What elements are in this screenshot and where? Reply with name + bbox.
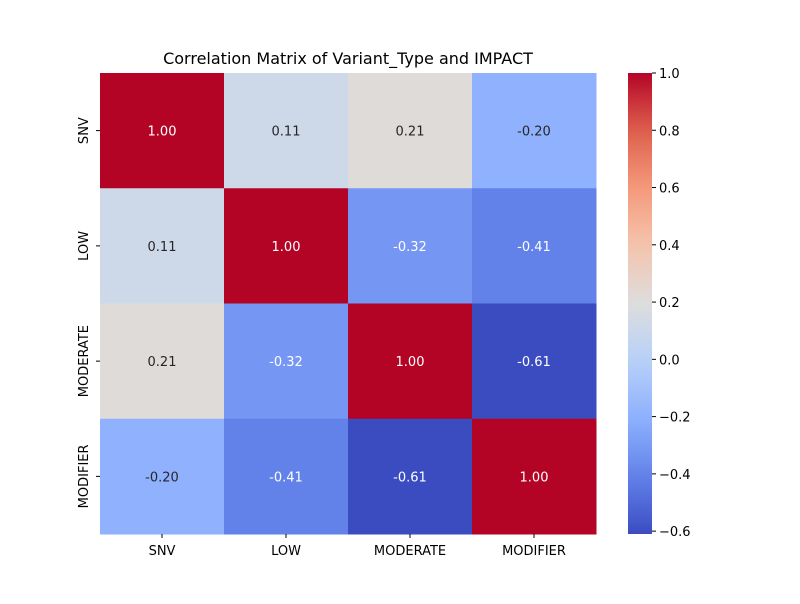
heatmap-cell bbox=[100, 188, 225, 304]
colorbar-tick-label: 0.2 bbox=[659, 296, 680, 311]
x-tick-label: SNV bbox=[149, 544, 176, 559]
x-axis: SNV LOW MODERATE MODIFIER bbox=[149, 534, 566, 559]
colorbar-tick-label: 0.0 bbox=[659, 353, 680, 368]
cell-value-label: -0.20 bbox=[517, 125, 551, 140]
heatmap-cell bbox=[472, 303, 597, 420]
cell-value-label: 1.00 bbox=[520, 470, 549, 485]
colorbar: 1.0 0.8 0.6 0.4 0.2 0.0 −0.2 −0.4 −0.6 bbox=[628, 67, 691, 540]
colorbar-gradient bbox=[628, 73, 652, 534]
heatmap-cell bbox=[224, 303, 349, 420]
heatmap-cell bbox=[224, 418, 349, 535]
x-tick-label: LOW bbox=[271, 544, 301, 559]
heatmap-cell bbox=[224, 188, 349, 304]
x-tick-label: MODERATE bbox=[374, 544, 446, 559]
y-axis: SNV LOW MODERATE MODIFIER bbox=[77, 117, 100, 508]
cell-value-label: -0.41 bbox=[269, 470, 303, 485]
heatmap-cell bbox=[348, 303, 473, 420]
heatmap-cell bbox=[348, 73, 473, 189]
heatmap-cell bbox=[348, 188, 473, 304]
y-tick-label: MODIFIER bbox=[77, 444, 92, 508]
cell-value-label: 0.11 bbox=[148, 240, 177, 255]
x-tick-label: MODIFIER bbox=[502, 544, 566, 559]
colorbar-tick-label: 1.0 bbox=[659, 67, 680, 82]
cell-value-label: -0.41 bbox=[517, 240, 551, 255]
heatmap-cell bbox=[100, 73, 225, 189]
y-tick-label: SNV bbox=[77, 117, 92, 144]
heatmap-cell bbox=[100, 303, 225, 420]
cell-value-label: -0.32 bbox=[269, 355, 303, 370]
heatmap-cell bbox=[472, 418, 597, 535]
colorbar-tick-label: −0.2 bbox=[659, 411, 691, 426]
colorbar-tick-label: 0.8 bbox=[659, 124, 680, 139]
heatmap-cell-labels: 1.00 0.11 0.21 -0.20 0.11 1.00 -0.32 -0.41 0.21 -… bbox=[145, 125, 551, 486]
colorbar-tick-label: −0.4 bbox=[659, 468, 691, 483]
cell-value-label: -0.61 bbox=[393, 470, 427, 485]
heatmap-cell bbox=[472, 188, 597, 304]
cell-value-label: -0.32 bbox=[393, 240, 427, 255]
cell-value-label: -0.61 bbox=[517, 355, 551, 370]
colorbar-tick-label: 0.6 bbox=[659, 182, 680, 197]
cell-value-label: 0.11 bbox=[272, 125, 301, 140]
heatmap-cells bbox=[100, 73, 597, 535]
cell-value-label: 0.21 bbox=[148, 355, 177, 370]
colorbar-tick-label: 0.4 bbox=[659, 239, 680, 254]
y-tick-label: MODERATE bbox=[77, 325, 92, 397]
cell-value-label: 1.00 bbox=[396, 355, 425, 370]
cell-value-label: -0.20 bbox=[145, 470, 179, 485]
colorbar-tick-label: −0.6 bbox=[659, 525, 691, 540]
heatmap-cell bbox=[224, 73, 349, 189]
y-tick-label: LOW bbox=[77, 231, 92, 261]
heatmap-cell bbox=[348, 418, 473, 535]
chart-title: Correlation Matrix of Variant_Type and I… bbox=[163, 49, 533, 69]
heatmap-cell bbox=[100, 418, 225, 535]
cell-value-label: 0.21 bbox=[396, 125, 425, 140]
heatmap-cell bbox=[472, 73, 597, 189]
cell-value-label: 1.00 bbox=[272, 240, 301, 255]
cell-value-label: 1.00 bbox=[148, 125, 177, 140]
